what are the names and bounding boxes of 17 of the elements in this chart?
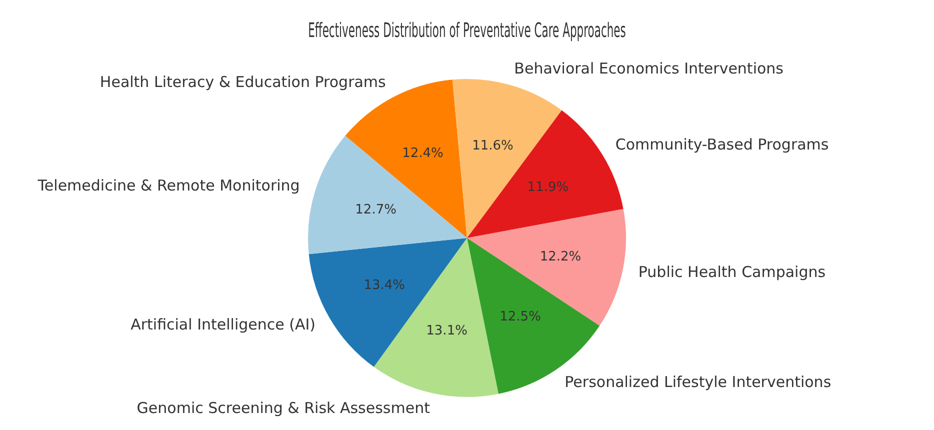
slice-label: Community-Based Programs bbox=[615, 135, 829, 154]
slice-label: Health Literacy & Education Programs bbox=[100, 72, 386, 91]
slice-label: Public Health Campaigns bbox=[638, 262, 826, 281]
data-label: 11.6% bbox=[472, 138, 514, 154]
data-label: 13.4% bbox=[364, 278, 406, 294]
slice-label: Telemedicine & Remote Monitoring bbox=[36, 176, 300, 194]
slice-label: Artificial Intelligence (AI) bbox=[130, 315, 316, 334]
data-label: 11.9% bbox=[527, 180, 569, 195]
data-label: 12.4% bbox=[402, 146, 444, 161]
data-label: 12.5% bbox=[500, 310, 541, 325]
slice-label: Genomic Screening & Risk Assessment bbox=[136, 398, 430, 417]
slice-label: Behavioral Economics Interventions bbox=[514, 59, 784, 78]
data-label: 13.1% bbox=[426, 324, 468, 339]
chart-title: Effectiveness Distribution of Preventative Care Approaches bbox=[308, 18, 626, 42]
data-label: 12.2% bbox=[540, 249, 582, 264]
data-label: 12.7% bbox=[355, 202, 396, 218]
slice-label: Personalized Lifestyle Interventions bbox=[564, 372, 832, 391]
